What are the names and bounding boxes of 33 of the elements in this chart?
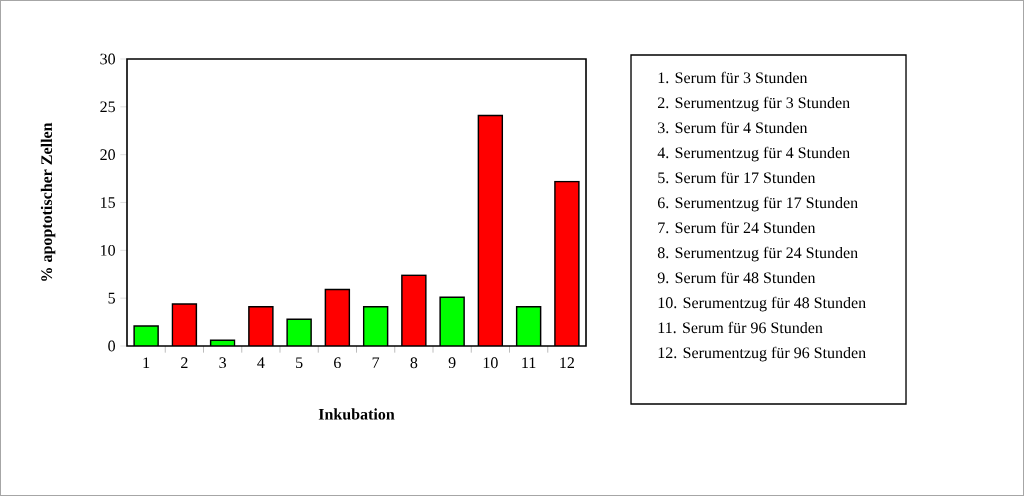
y-tick-label: 5 (108, 292, 115, 304)
text: 5. Serum für 17 Stunden (658, 171, 816, 184)
x-tick-label: 5 (296, 357, 303, 368)
x-tick-label: 7 (372, 357, 380, 368)
x-tick-label: 2 (181, 357, 188, 368)
y-axis-title: % apoptotischer Zellen (40, 122, 56, 281)
y-tick-label: 30 (100, 53, 115, 65)
text: 10. Serumentzug für 48 Stunden (658, 296, 866, 312)
x-tick-label: 8 (410, 357, 418, 369)
text: 2. Serumentzug für 3 Stunden (657, 96, 850, 112)
text: 6. Serumentzug für 17 Stunden (657, 196, 858, 212)
text: 8. Serumentzug für 24 Stunden (657, 246, 858, 262)
text: 9. Serum für 48 Stunden (657, 271, 816, 284)
text: 12. Serumentzug für 96 Stunden (658, 346, 866, 362)
y-tick-label: 25 (100, 101, 115, 113)
x-tick-label: 11 (522, 357, 536, 368)
text: 4. Serumentzug für 4 Stunden (657, 146, 850, 162)
x-axis-title: Inkubation (318, 408, 395, 420)
x-tick-label: 3 (219, 357, 227, 369)
x-tick-label: 9 (448, 357, 456, 369)
x-tick-label: 12 (560, 357, 574, 368)
y-tick-label: 0 (108, 340, 115, 352)
x-tick-label: 1 (143, 357, 150, 368)
y-tick-label: 20 (100, 149, 115, 161)
text: 7. Serum für 24 Stunden (658, 221, 816, 234)
x-tick-label: 4 (257, 357, 265, 368)
x-tick-label: 10 (483, 357, 498, 369)
text: 11. Serum für 96 Stunden (658, 321, 823, 334)
text: 3. Serum für 4 Stunden (658, 121, 808, 134)
y-tick-label: 15 (101, 197, 115, 208)
text: 1. Serum für 3 Stunden (658, 71, 808, 84)
y-tick-label: 10 (101, 244, 115, 256)
x-tick-label: 6 (334, 357, 341, 369)
